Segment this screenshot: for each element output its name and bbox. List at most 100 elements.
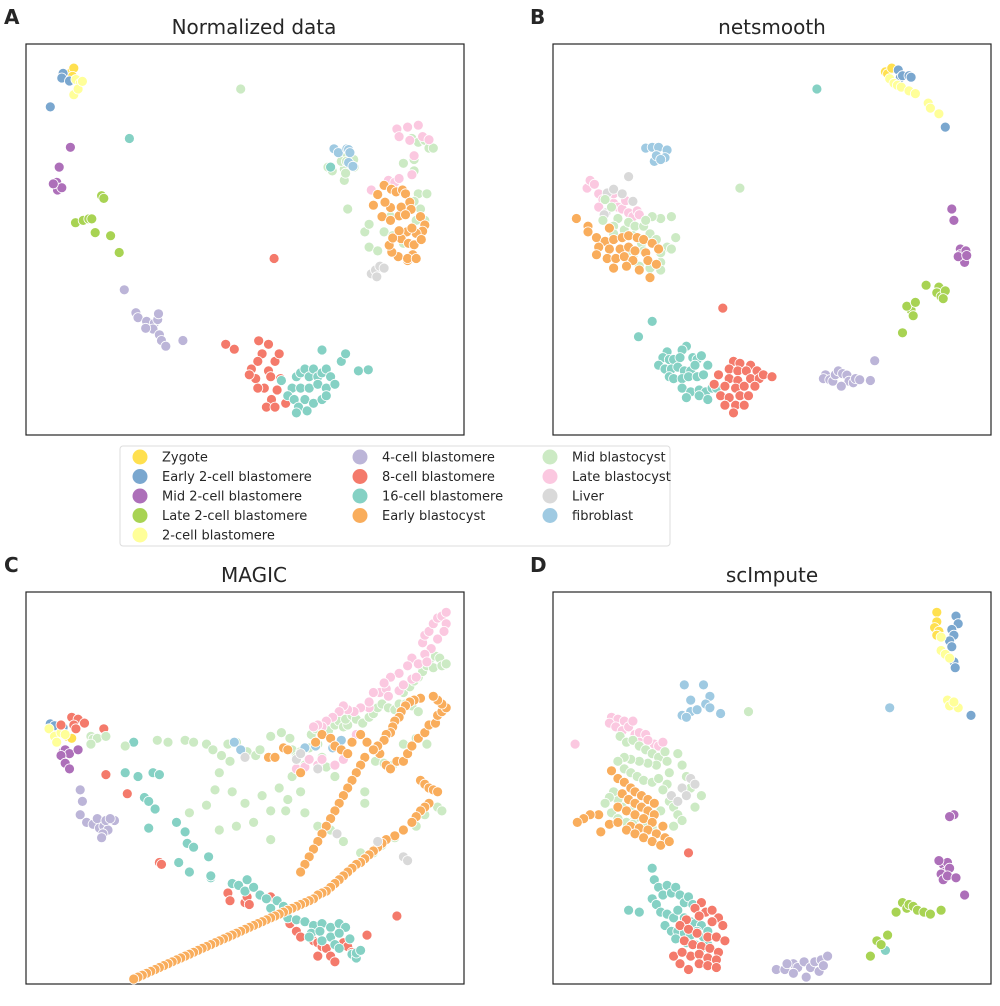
legend-marker-4-cell-blastomere: [352, 449, 368, 465]
point-mid-2-cell-blastomere: [948, 214, 960, 226]
point-liver: [627, 195, 639, 207]
point-mid-blastocyst: [284, 732, 296, 744]
point-8-cell-blastomere: [100, 769, 112, 780]
point-mid-blastocyst: [676, 759, 688, 771]
point-2-cell-blastomere: [933, 108, 945, 120]
point-mid-2-cell-blastomere: [64, 763, 75, 775]
point-4-cell-blastomere: [800, 971, 812, 983]
point-8-cell-blastomere: [269, 401, 281, 413]
point-early-blastocyst: [295, 866, 307, 878]
point-mid-blastocyst: [412, 706, 424, 717]
point-early-blastocyst: [400, 188, 411, 200]
point-8-cell-blastomere: [361, 929, 373, 941]
point-2-cell-blastomere: [944, 652, 955, 664]
point-8-cell-blastomere: [228, 343, 240, 355]
point-fibroblast: [678, 679, 690, 691]
point-early-2-cell-blastomere: [949, 662, 961, 674]
point-8-cell-blastomere: [711, 962, 722, 973]
point-late-2-cell-blastomere: [937, 293, 949, 305]
legend-marker-8-cell-blastomere: [352, 469, 368, 484]
point-liver: [331, 828, 343, 840]
point-late-blastocyst: [367, 687, 379, 698]
point-liver: [616, 188, 628, 200]
point-8-cell-blastomere: [220, 338, 232, 350]
point-4-cell-blastomere: [818, 960, 829, 971]
point-16-cell-blastomere: [303, 931, 315, 943]
legend-label-4-cell-blastomere: 4-cell blastomere: [382, 451, 495, 466]
point-mid-blastocyst: [340, 167, 352, 179]
point-early-blastocyst: [657, 820, 669, 832]
point-8-cell-blastomere: [683, 847, 694, 859]
point-16-cell-blastomere: [320, 390, 332, 402]
panel-c: C MAGIC: [4, 553, 465, 985]
point-early-blastocyst: [604, 222, 615, 234]
point-early-blastocyst: [415, 234, 427, 245]
point-late-blastocyst: [438, 626, 450, 637]
point-early-blastocyst: [282, 744, 294, 756]
legend-label-2-cell-blastomere: 2-cell blastomere: [162, 529, 275, 544]
panel-d-frame: [552, 591, 992, 985]
point-mid-blastocyst: [599, 797, 611, 809]
point-mid-blastocyst: [599, 194, 611, 205]
point-early-blastocyst: [406, 740, 418, 752]
point-early-blastocyst: [432, 786, 444, 798]
point-early-blastocyst: [621, 260, 632, 272]
point-early-blastocyst: [612, 817, 624, 828]
panel-a-frame: [25, 43, 465, 436]
point-16-cell-blastomere: [646, 862, 658, 874]
point-mid-blastocyst: [696, 790, 707, 801]
point-fibroblast: [228, 736, 240, 748]
point-mid-blastocyst: [265, 834, 277, 845]
point-mid-blastocyst: [668, 820, 679, 832]
point-16-cell-blastomere: [260, 893, 272, 905]
point-early-2-cell-blastomere: [939, 121, 951, 133]
point-late-blastocyst: [410, 671, 422, 683]
point-mid-blastocyst: [653, 773, 664, 784]
point-late-2-cell-blastomere: [925, 908, 936, 920]
point-early-2-cell-blastomere: [965, 710, 977, 721]
point-early-blastocyst: [385, 763, 396, 775]
point-mid-blastocyst: [329, 771, 341, 782]
legend-marker-late-blastocyst: [542, 469, 558, 484]
legend-label-early-2-cell-blastomere: Early 2-cell blastomere: [162, 470, 312, 485]
point-late-blastocyst: [329, 759, 341, 771]
panel-d: D scImpute: [530, 553, 992, 985]
point-8-cell-blastomere: [728, 407, 739, 419]
point-mid-blastocyst: [119, 740, 131, 752]
point-mid-blastocyst: [337, 836, 349, 847]
legend-marker-mid-blastocyst: [542, 449, 558, 465]
panel-b-points: [571, 62, 973, 419]
legend-label-late-2-cell-blastomere: Late 2-cell blastomere: [162, 509, 307, 524]
point-16-cell-blastomere: [290, 407, 302, 419]
point-late-blastocyst: [412, 119, 424, 131]
point-4-cell-blastomere: [788, 967, 799, 979]
point-early-blastocyst: [406, 817, 418, 828]
panel-c-points: [43, 606, 452, 985]
point-late-2-cell-blastomere: [98, 192, 110, 204]
point-mid-blastocyst: [612, 755, 624, 767]
point-16-cell-blastomere: [316, 344, 328, 356]
point-mid-blastocyst: [162, 736, 174, 748]
legend-marker-early-blastocyst: [352, 508, 368, 523]
legend-marker-liver: [542, 488, 558, 504]
point-mid-blastocyst: [676, 815, 688, 826]
point-8-cell-blastomere: [156, 859, 167, 870]
point-mid-blastocyst: [661, 755, 673, 767]
point-16-cell-blastomere: [633, 906, 645, 918]
point-fibroblast: [715, 708, 726, 719]
point-fibroblast: [698, 679, 709, 691]
panel-c-title: MAGIC: [221, 563, 287, 587]
point-mid-2-cell-blastomere: [961, 250, 973, 261]
point-8-cell-blastomere: [719, 380, 731, 392]
legend-label-mid-2-cell-blastomere: Mid 2-cell blastomere: [162, 490, 302, 505]
point-4-cell-blastomere: [96, 832, 107, 844]
point-16-cell-blastomere: [362, 364, 374, 376]
point-8-cell-blastomere: [55, 719, 67, 731]
legend-marker-16-cell-blastomere: [352, 488, 368, 504]
point-early-2-cell-blastomere: [905, 71, 917, 83]
point-mid-blastocyst: [363, 218, 375, 230]
point-4-cell-blastomere: [140, 322, 152, 334]
panel-c-label: C: [4, 553, 19, 577]
panel-a-label: A: [4, 5, 20, 29]
point-mid-2-cell-blastomere: [53, 161, 65, 173]
